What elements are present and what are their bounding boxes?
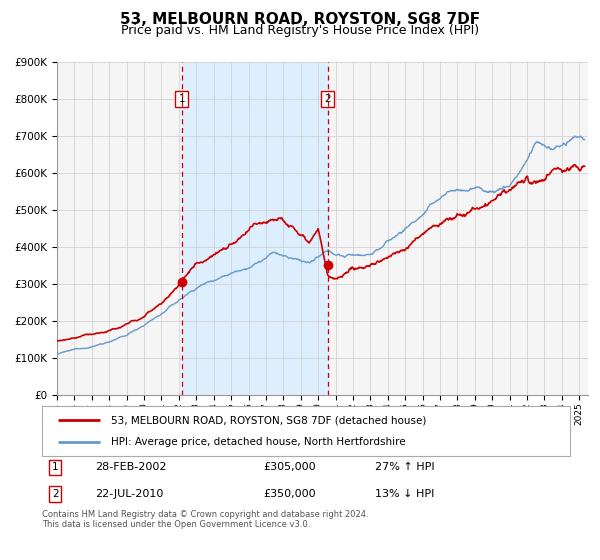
FancyBboxPatch shape — [42, 406, 570, 456]
Text: 2: 2 — [52, 489, 59, 499]
Text: Price paid vs. HM Land Registry's House Price Index (HPI): Price paid vs. HM Land Registry's House … — [121, 24, 479, 36]
Text: 27% ↑ HPI: 27% ↑ HPI — [374, 463, 434, 473]
Text: 53, MELBOURN ROAD, ROYSTON, SG8 7DF (detached house): 53, MELBOURN ROAD, ROYSTON, SG8 7DF (det… — [110, 415, 426, 425]
Text: 22-JUL-2010: 22-JUL-2010 — [95, 489, 163, 499]
Text: 1: 1 — [52, 463, 59, 473]
Text: 1: 1 — [178, 94, 185, 104]
Bar — [182, 62, 328, 395]
Text: 13% ↓ HPI: 13% ↓ HPI — [374, 489, 434, 499]
Text: HPI: Average price, detached house, North Hertfordshire: HPI: Average price, detached house, Nort… — [110, 437, 405, 447]
Text: £305,000: £305,000 — [264, 463, 316, 473]
Text: £350,000: £350,000 — [264, 489, 316, 499]
Text: Contains HM Land Registry data © Crown copyright and database right 2024.
This d: Contains HM Land Registry data © Crown c… — [42, 510, 368, 529]
Text: 28-FEB-2002: 28-FEB-2002 — [95, 463, 166, 473]
Text: 2: 2 — [325, 94, 331, 104]
Text: 53, MELBOURN ROAD, ROYSTON, SG8 7DF: 53, MELBOURN ROAD, ROYSTON, SG8 7DF — [120, 12, 480, 27]
